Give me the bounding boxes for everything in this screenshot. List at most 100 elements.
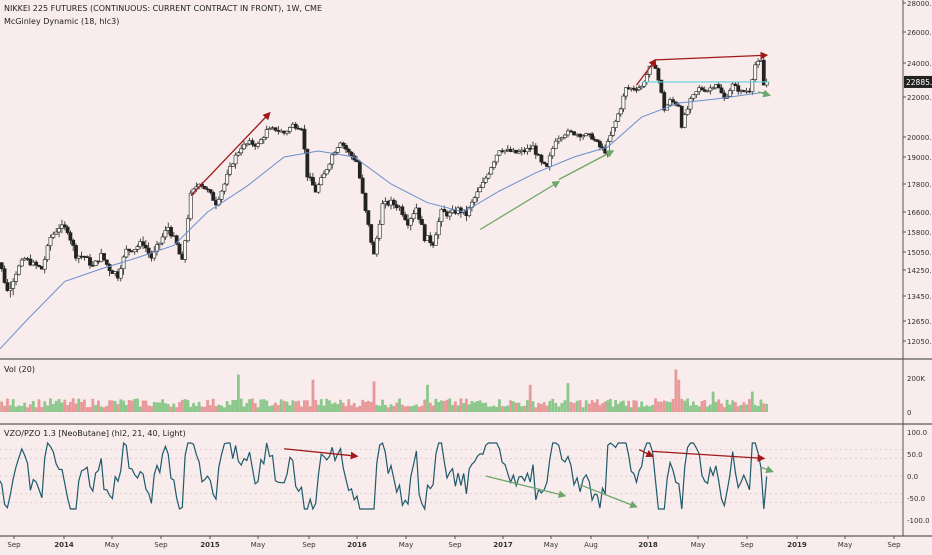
candle-body	[55, 232, 58, 234]
oscillator-tick-label: 50.0	[907, 451, 923, 459]
candle-body	[481, 182, 484, 187]
volume-bar	[254, 403, 257, 412]
candle-body	[495, 155, 498, 162]
candle-body	[643, 82, 646, 86]
volume-bar	[675, 370, 678, 413]
layer-axes: 22885.012050.012650.013450.014250.015050…	[7, 0, 932, 549]
candle-body	[228, 166, 231, 174]
candle-body	[434, 235, 437, 245]
volume-bar	[706, 406, 709, 412]
oscillator-tick-label: 100.0	[907, 429, 927, 437]
volume-bar	[532, 401, 535, 412]
volume-bar	[268, 406, 271, 412]
volume-bar	[648, 406, 651, 412]
candle-body	[144, 245, 147, 248]
volume-bar	[156, 402, 159, 412]
candle-body	[645, 74, 648, 82]
candle-body	[251, 141, 254, 145]
price-tick-label: 12050.0	[907, 338, 932, 346]
oscillator-tick-label: 0.0	[907, 473, 918, 481]
volume-bar	[579, 400, 582, 412]
price-tick-label: 28000.0	[907, 0, 932, 8]
time-tick-label: Sep	[302, 541, 316, 549]
price-tick-label: 15050.0	[907, 249, 932, 257]
volume-bar	[378, 406, 381, 412]
candle-body	[49, 237, 52, 245]
candle-body	[342, 143, 345, 145]
candle-body	[484, 178, 487, 182]
volume-bar	[683, 401, 686, 412]
volume-bar	[723, 407, 726, 412]
candle-body	[657, 69, 660, 81]
volume-bar	[312, 380, 315, 412]
volume-bar	[484, 403, 487, 412]
volume-bar	[762, 403, 765, 412]
volume-bar	[184, 399, 187, 412]
candle-body	[178, 244, 181, 254]
time-tick-label: 2017	[493, 541, 513, 549]
candle-body	[551, 148, 554, 155]
volume-bar	[3, 406, 6, 412]
volume-bar	[398, 398, 401, 412]
volume-bar	[260, 400, 263, 412]
volume-bar	[666, 401, 669, 412]
volume-bar	[345, 406, 348, 412]
volume-bar	[663, 401, 666, 412]
volume-bar	[375, 405, 378, 412]
candle-body	[35, 262, 38, 265]
volume-bar	[654, 398, 657, 412]
volume-bar	[243, 406, 246, 412]
candle-body	[3, 269, 6, 283]
volume-bar	[509, 400, 512, 412]
volume-bar	[231, 400, 234, 412]
candle-body	[554, 141, 557, 148]
volume-bar	[220, 406, 223, 412]
candle-body	[136, 247, 139, 250]
candle-body	[540, 155, 543, 162]
candle-body	[560, 138, 563, 139]
volume-bar	[692, 401, 695, 412]
volume-bar	[460, 398, 463, 412]
volume-bar	[18, 405, 21, 412]
volume-bar	[506, 406, 509, 412]
price-tick-label: 16600.0	[907, 209, 932, 217]
volume-bar	[131, 401, 134, 412]
volume-bar	[418, 407, 421, 412]
volume-bar	[262, 399, 265, 412]
volume-bar	[401, 405, 404, 412]
volume-bar	[167, 404, 170, 412]
candle-body	[336, 148, 339, 153]
volume-bar	[370, 402, 373, 412]
volume-bar	[303, 400, 306, 412]
volume-bar	[454, 401, 457, 412]
volume-bar	[604, 402, 607, 412]
volume-bar	[734, 402, 737, 412]
volume-bar	[421, 406, 424, 412]
candle-body	[622, 96, 625, 109]
volume-bar	[26, 407, 29, 412]
volume-bar	[192, 403, 195, 412]
candle-body	[57, 228, 60, 232]
volume-bar	[153, 402, 156, 412]
volume-bar	[404, 406, 407, 412]
volume-bar	[234, 400, 237, 412]
candle-body	[358, 162, 361, 178]
candle-body	[448, 213, 451, 216]
candle-body	[720, 88, 723, 93]
volume-bar	[320, 399, 323, 412]
volume-bar	[69, 402, 72, 412]
volume-bar	[195, 406, 198, 412]
volume-bar	[567, 383, 570, 412]
volume-bar	[440, 400, 443, 412]
volume-bar	[462, 403, 465, 412]
volume-bar	[49, 398, 52, 412]
volume-bar	[529, 385, 532, 412]
volume-bar	[339, 400, 342, 412]
volume-bar	[490, 406, 493, 412]
candle-body	[226, 174, 229, 184]
time-tick-label: May	[105, 541, 119, 549]
price-tick-label: 19000.0	[907, 154, 932, 162]
volume-bar	[251, 398, 254, 412]
volume-bar	[423, 400, 426, 412]
candle-body	[169, 227, 172, 236]
